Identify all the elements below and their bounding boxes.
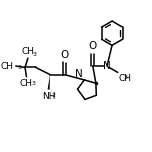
Text: 3: 3: [123, 75, 127, 80]
Text: CH: CH: [20, 79, 33, 88]
Text: 3: 3: [33, 52, 36, 57]
Text: CH: CH: [118, 74, 131, 83]
Text: CH: CH: [0, 62, 13, 71]
Text: N: N: [103, 61, 111, 71]
Text: NH: NH: [42, 92, 55, 101]
Text: O: O: [60, 50, 68, 60]
Text: N: N: [75, 69, 83, 79]
Text: CH: CH: [21, 47, 34, 56]
Text: O: O: [89, 41, 97, 51]
Text: 2: 2: [52, 93, 56, 98]
Text: 3: 3: [31, 81, 35, 86]
Text: 3: 3: [17, 65, 21, 70]
Polygon shape: [48, 75, 50, 90]
